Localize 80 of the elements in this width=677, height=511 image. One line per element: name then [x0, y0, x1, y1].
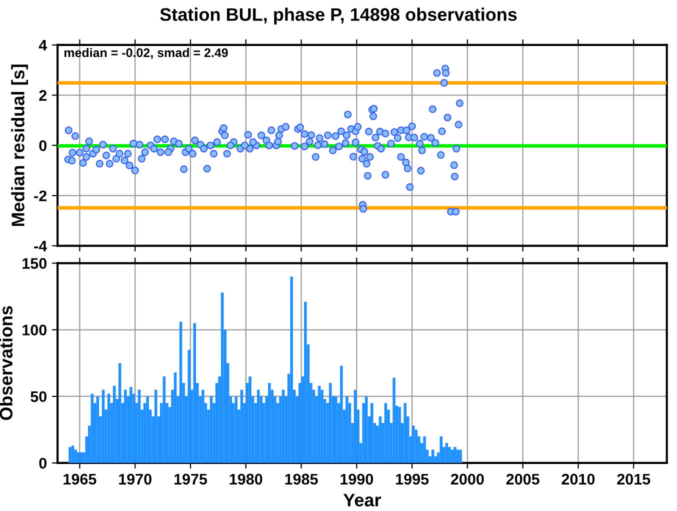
bar: [240, 390, 244, 463]
bar: [445, 442, 448, 463]
bar: [412, 426, 415, 463]
bar: [210, 396, 213, 463]
x-axis-title: Year: [343, 494, 381, 506]
x-tick-label: 2015: [617, 474, 650, 485]
bar: [118, 363, 122, 463]
bar: [146, 396, 149, 463]
bar: [220, 292, 224, 463]
x-tick-label: 2000: [450, 474, 484, 485]
bar: [340, 366, 343, 463]
bar: [174, 372, 177, 463]
y-tick-label: 150: [22, 258, 47, 269]
bar: [74, 450, 77, 463]
bar: [459, 450, 462, 463]
bar: [138, 390, 141, 463]
bar: [290, 276, 293, 463]
y-tick-label: -2: [34, 190, 47, 202]
y-axis-title: Median residual [s]: [11, 64, 28, 226]
bar: [431, 450, 434, 463]
bar: [392, 378, 396, 463]
y-tick-label: 100: [22, 324, 47, 336]
bar: [162, 376, 166, 463]
bar: [384, 403, 388, 463]
y-tick-label: 0: [39, 458, 47, 469]
bar: [68, 446, 72, 463]
bar: [71, 446, 74, 463]
bar: [370, 403, 374, 463]
bar: [346, 396, 348, 463]
x-tick-label: 1980: [230, 474, 262, 485]
x-tick-label: 2005: [506, 474, 540, 485]
bar: [318, 386, 321, 463]
bar: [256, 390, 260, 463]
bar: [124, 390, 127, 463]
bar: [282, 390, 285, 463]
bar: [188, 350, 190, 463]
bar: [398, 407, 401, 463]
y-tick-label: -4: [34, 240, 48, 252]
bar: [450, 450, 454, 463]
annotation: median = -0.02, smad = 2.49: [64, 48, 228, 59]
y-tick-label: 0: [39, 140, 47, 152]
bar: [320, 390, 324, 463]
x-tick-label: 2010: [562, 474, 595, 485]
bar: [378, 416, 382, 463]
bar: [96, 396, 100, 463]
x-tick-label: 1995: [396, 474, 429, 485]
bar: [456, 450, 460, 463]
bar: [202, 390, 204, 463]
bar: [328, 383, 332, 463]
bar: [454, 446, 456, 463]
bar: [423, 436, 426, 463]
y-tick-label: 50: [30, 391, 47, 402]
x-tick-label: 1965: [64, 474, 96, 485]
bar: [304, 302, 307, 463]
bar: [102, 390, 105, 463]
bar: [80, 452, 82, 463]
bar: [404, 403, 407, 463]
bar: [414, 430, 418, 463]
y-tick-label: 2: [39, 90, 47, 101]
bar: [334, 396, 338, 463]
y-tick-label: 4: [38, 40, 48, 51]
bar: [193, 323, 196, 463]
x-tick-label: 1970: [119, 474, 152, 485]
x-tick-label: 1990: [340, 474, 374, 485]
bar: [107, 394, 110, 463]
bar: [112, 386, 116, 463]
bar: [440, 436, 443, 463]
bar: [268, 383, 271, 463]
bar: [364, 396, 368, 463]
bar: [234, 396, 238, 463]
x-tick-label: 1985: [285, 474, 318, 485]
bar: [354, 390, 357, 463]
bar: [179, 322, 182, 463]
chart-title: Station BUL, phase P, 14898 observations: [160, 8, 517, 24]
bar: [448, 446, 451, 463]
bar: [248, 376, 252, 463]
bar: [154, 390, 158, 463]
bar: [130, 387, 132, 463]
bar: [90, 394, 94, 463]
x-tick-label: 1975: [174, 474, 208, 485]
